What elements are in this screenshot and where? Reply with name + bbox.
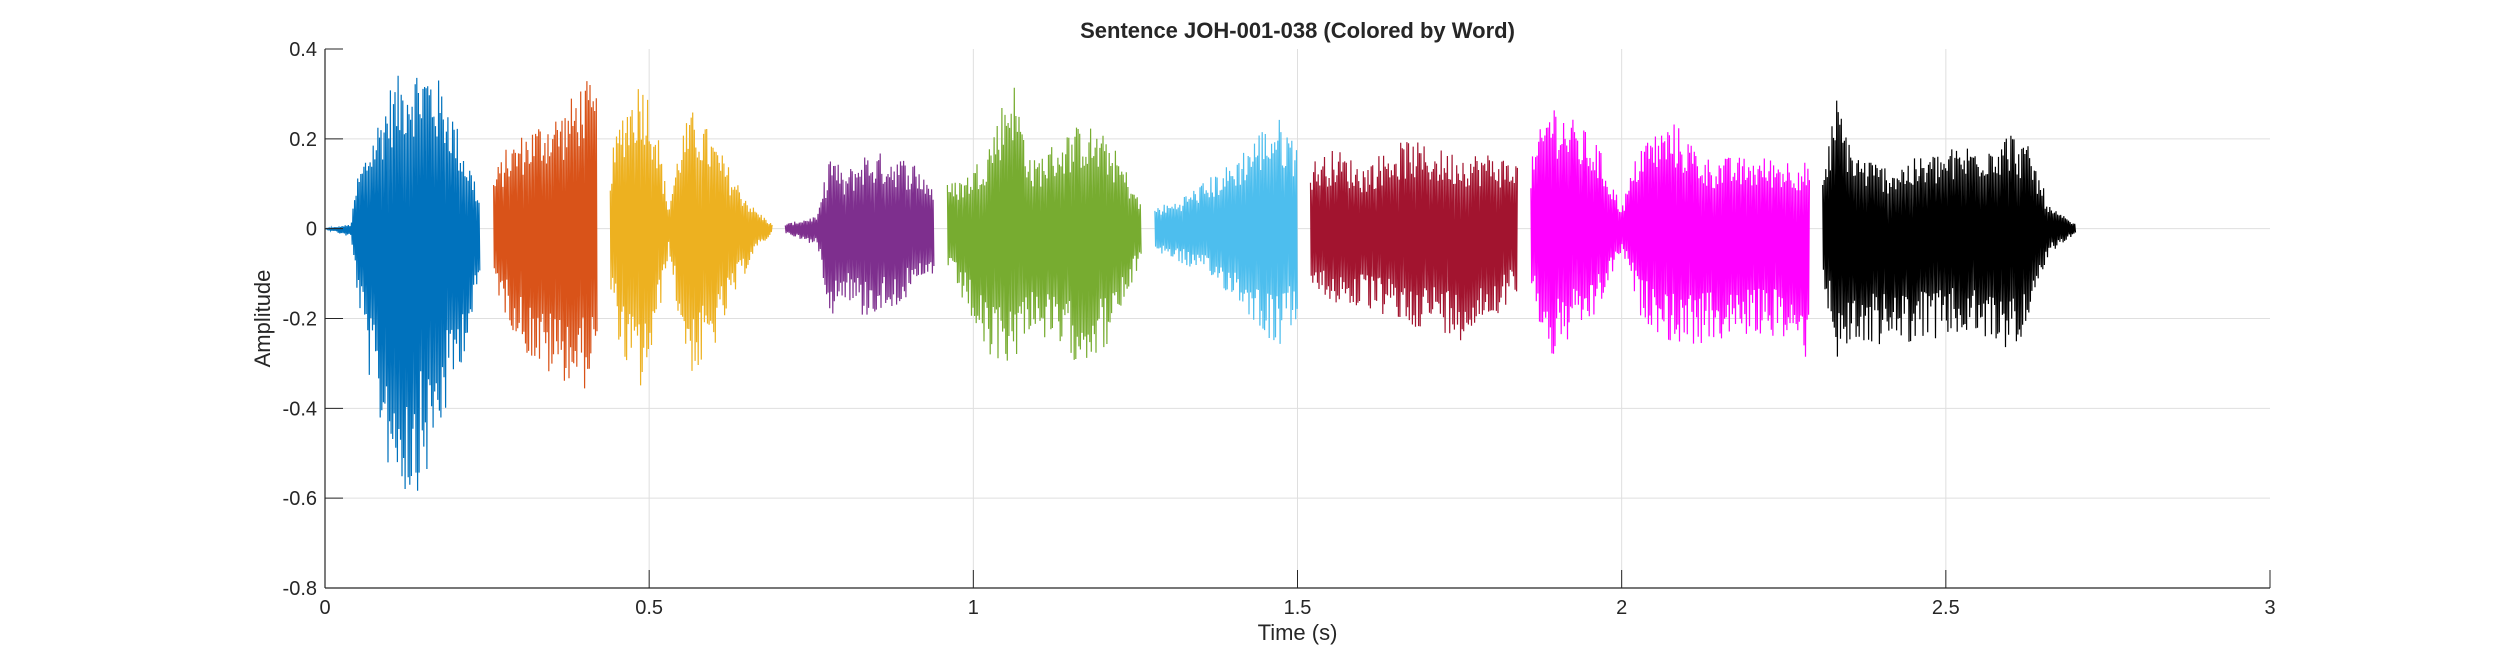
x-tick-label: 1 xyxy=(968,597,979,619)
tick-labels: 0 0.5 1 1.5 2 2.5 3 -0.8 -0.6 -0.4 -0.2 0 0.2 0.4 xyxy=(283,39,2276,619)
x-tick-label: 0 xyxy=(319,597,330,619)
word-waveform-1 xyxy=(324,75,481,491)
y-tick-label: -0.6 xyxy=(283,488,317,510)
y-tick-label: 0.4 xyxy=(289,39,317,61)
x-tick-label: 3 xyxy=(2264,597,2275,619)
word-waveform-7 xyxy=(1309,142,1519,341)
waveform-series xyxy=(324,75,2077,491)
word-waveform-5 xyxy=(946,87,1142,361)
y-tick-label: -0.2 xyxy=(283,309,317,331)
chart-title: Sentence JOH-001-038 (Colored by Word) xyxy=(1080,18,1515,43)
y-tick-label: 0.2 xyxy=(289,129,317,151)
y-axis-label: Amplitude xyxy=(250,270,275,368)
word-waveform-4 xyxy=(784,153,935,315)
x-axis-label: Time (s) xyxy=(1258,620,1338,645)
y-tick-label: 0 xyxy=(306,219,317,241)
x-tick-label: 0.5 xyxy=(635,597,663,619)
tick-marks xyxy=(324,48,2271,589)
y-tick-label: -0.8 xyxy=(283,578,317,600)
word-waveform-2 xyxy=(493,81,598,389)
x-tick-label: 2 xyxy=(1616,597,1627,619)
word-waveform-6 xyxy=(1154,119,1298,344)
x-tick-label: 1.5 xyxy=(1284,597,1312,619)
y-tick-label: -0.4 xyxy=(283,398,317,420)
word-waveform-3 xyxy=(609,89,773,386)
word-waveform-9 xyxy=(1822,100,2077,357)
x-tick-label: 2.5 xyxy=(1932,597,1960,619)
word-waveform-8 xyxy=(1530,110,1811,357)
